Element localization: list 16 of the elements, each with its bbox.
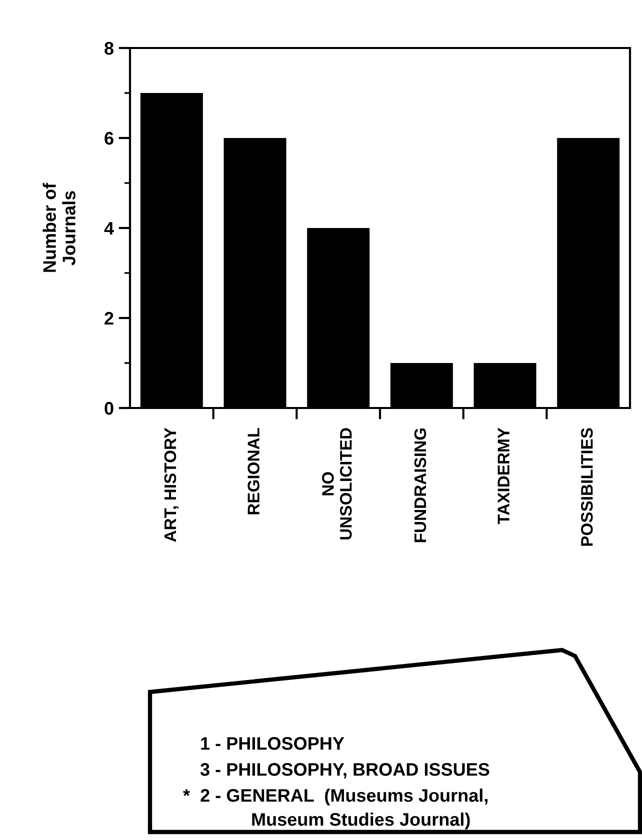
- text: 3 - PHILOSOPHY, BROAD ISSUES: [200, 763, 490, 778]
- x-tick-label: TAXIDERMY: [498, 428, 510, 524]
- y-tick-label: 6: [104, 132, 114, 145]
- x-tick-label: NO UNSOLICITED: [322, 428, 352, 540]
- y-tick-label: 2: [104, 312, 114, 325]
- text: 1 - PHILOSOPHY: [201, 737, 344, 750]
- y-tick-label: 4: [104, 222, 114, 235]
- x-tick-label: ART, HISTORY: [164, 428, 179, 542]
- x-tick-label: POSSIBILITIES: [581, 428, 593, 546]
- x-tick-label: FUNDRAISING: [414, 428, 426, 542]
- text: Museum Studies Journal): [252, 812, 470, 830]
- y-axis-title: Number of Journals: [42, 182, 76, 272]
- y-tick-label: 0: [104, 402, 114, 415]
- x-tick-label: REGIONAL: [248, 428, 260, 514]
- y-tick-label: 8: [104, 42, 114, 55]
- text: * 2 - GENERAL (Museums Journal,: [183, 788, 488, 806]
